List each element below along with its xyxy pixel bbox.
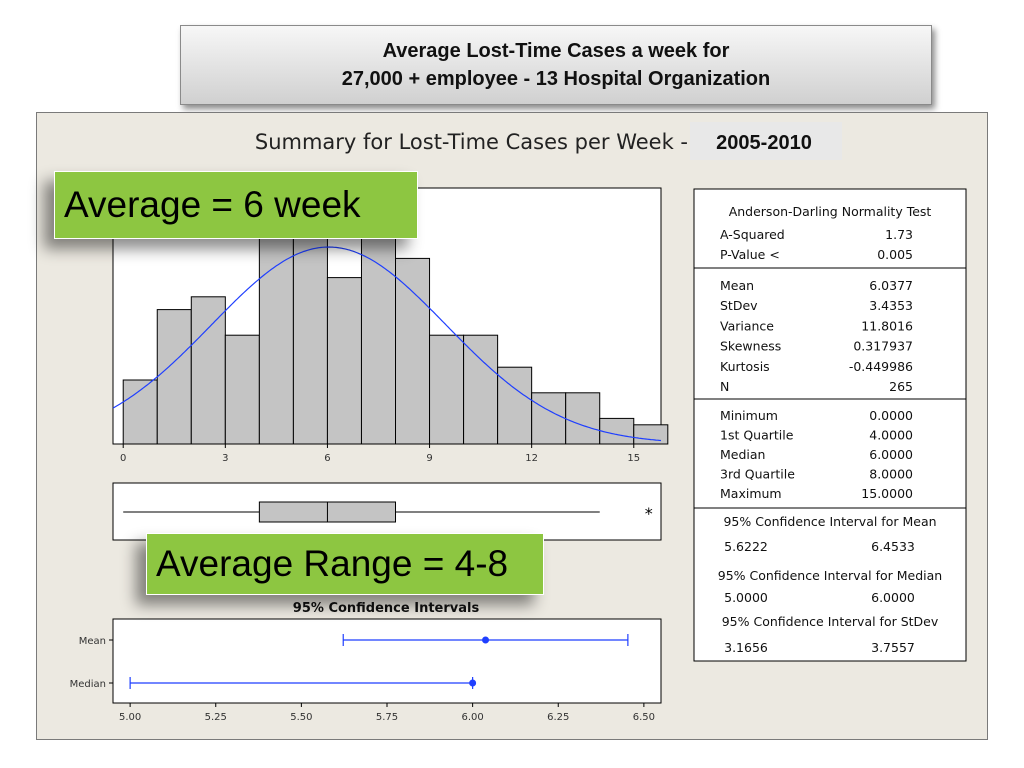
stat-quartile-2-value: 6.0000 [869,447,913,462]
ci-section-high-0: 6.4533 [871,539,915,554]
stat-quartile-3-label: 3rd Quartile [720,467,795,482]
header-line-1: Average Lost-Time Cases a week for [382,40,730,62]
ci-row-label-1: Median [70,679,106,690]
stat-moment-5-value: 265 [889,379,913,394]
boxplot-outlier-0: * [645,504,653,523]
histogram-bar-2 [190,296,226,445]
histogram-bar-12 [531,392,567,445]
stat-quartile-0-label: Minimum [720,408,778,423]
ci-section-high-1: 6.0000 [871,590,915,605]
histogram-bar-9 [429,334,465,445]
stats-table-title: Anderson-Darling Normality Test [729,204,932,219]
stat-normality-1-label: P-Value < [720,247,780,262]
confidence-interval-plot: Mean Median 5.00 5.25 5.50 5.75 6.00 6.25 6.50 [70,618,662,723]
histogram-tick-label-4: 12 [525,453,538,464]
summary-title: Summary for Lost-Time Cases per Week - [255,130,688,154]
stat-normality-0-value: 1.73 [885,227,913,242]
histogram-bar-15 [633,424,669,445]
histogram-bar-10 [463,334,499,445]
ci-section-high-2: 3.7557 [871,640,915,655]
histogram-tick-label-3: 9 [426,453,432,464]
ci-section-low-2: 3.1656 [724,640,768,655]
histogram-bar-8 [395,257,431,445]
ci-section-low-0: 5.6222 [724,539,768,554]
stat-moment-1-label: StDev [720,298,758,313]
average-callout-text: Average = 6 week [64,184,361,225]
stat-quartile-4-value: 15.0000 [861,486,913,501]
boxplot: * [112,482,662,541]
ci-section-title-1: 95% Confidence Interval for Median [718,568,942,583]
average-range-callout-text: Average Range = 4-8 [156,543,509,584]
stat-quartile-0-value: 0.0000 [869,408,913,423]
normal-curve [112,246,662,442]
stat-moment-3-value: 0.317937 [853,339,913,354]
histogram-tick-label-0: 0 [120,453,126,464]
histogram-bar-6 [326,277,362,445]
ci-point-1 [469,679,477,687]
histogram-bar-13 [565,392,601,445]
stats-table: Anderson-Darling Normality Test A-Square… [693,188,967,662]
stat-moment-4-label: Kurtosis [720,359,770,374]
stat-moment-0-value: 6.0377 [869,278,913,293]
ci-tick-label-1: 5.25 [205,712,227,723]
ci-tick-label-2: 5.50 [290,712,312,723]
header-line-2: 27,000 + employee - 13 Hospital Organiza… [341,68,771,90]
ci-row-label-0: Mean [79,636,106,647]
stat-normality-1-value: 0.005 [877,247,913,262]
histogram-bar-14 [599,417,635,445]
histogram-bar-4 [258,225,294,445]
stat-quartile-2-label: Median [720,447,765,462]
stat-quartile-3-value: 8.0000 [869,467,913,482]
stat-moment-0-label: Mean [720,278,754,293]
stat-quartile-1-label: 1st Quartile [720,428,794,443]
histogram-tick-label-1: 3 [222,453,228,464]
ci-tick-label-4: 6.00 [461,712,483,723]
average-callout: Average = 6 week [54,171,418,239]
stat-moment-2-value: 11.8016 [861,318,913,333]
stat-moment-1-value: 3.4353 [869,298,913,313]
stat-quartile-4-label: Maximum [720,486,782,501]
ci-tick-label-3: 5.75 [376,712,398,723]
header-box: Average Lost-Time Cases a week for 27,00… [180,25,932,105]
stat-quartile-1-value: 4.0000 [869,428,913,443]
histogram-bar-7 [360,232,397,445]
stat-moment-5-label: N [720,379,729,394]
histogram-bar-1 [156,309,192,445]
average-range-callout: Average Range = 4-8 [146,533,544,595]
ci-section-title-0: 95% Confidence Interval for Mean [723,514,936,529]
stat-moment-3-label: Skewness [720,339,781,354]
ci-title: 95% Confidence Intervals [293,601,480,616]
histogram-bar-3 [224,334,260,445]
years-label-bg [690,122,842,160]
ci-section-low-1: 5.0000 [724,590,768,605]
stat-moment-2-label: Variance [720,318,774,333]
stat-moment-4-value: -0.449986 [849,359,913,374]
stat-normality-0-label: A-Squared [720,227,785,242]
ci-tick-label-5: 6.25 [547,712,569,723]
ci-section-title-2: 95% Confidence Interval for StDev [722,614,939,629]
histogram-tick-label-2: 6 [324,453,330,464]
ci-tick-label-0: 5.00 [119,712,141,723]
ci-tick-label-6: 6.50 [633,712,655,723]
ci-frame [112,618,662,704]
ci-point-0 [482,636,490,644]
summary-years: 2005-2010 [716,132,812,154]
histogram-tick-label-5: 15 [627,453,640,464]
